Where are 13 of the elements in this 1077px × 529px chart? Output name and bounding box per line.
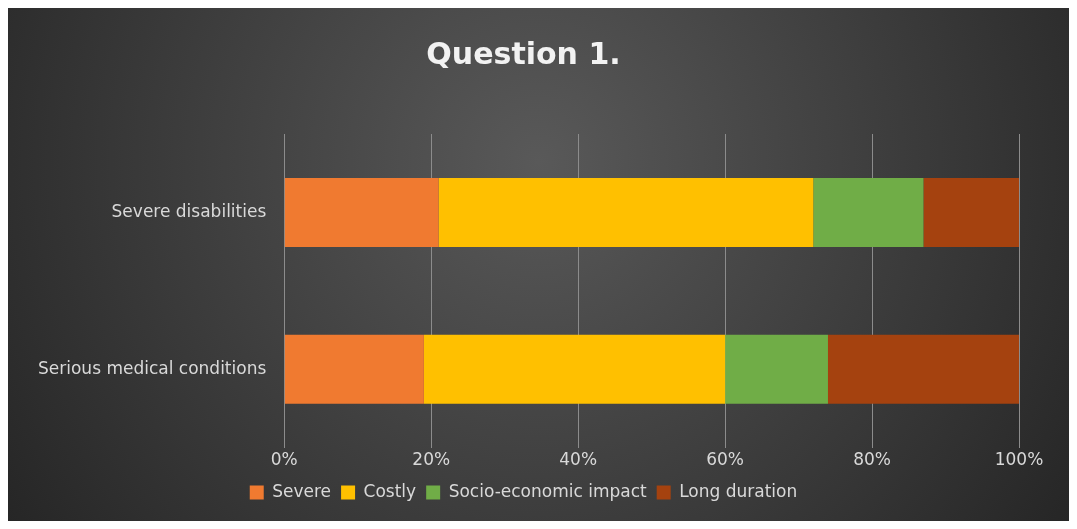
legend-label: Severe [272, 480, 332, 501]
legend-label: Socio-economic impact [448, 480, 648, 501]
y-tick-label: Serious medical conditions [38, 357, 267, 378]
x-tick-label: 40% [559, 449, 598, 470]
legend-label: Costly [363, 480, 417, 501]
y-tick-label: Severe disabilities [111, 200, 267, 221]
legend-label: Long duration [679, 480, 798, 501]
x-tick-label: 60% [706, 449, 745, 470]
x-tick-label: 0% [270, 449, 298, 470]
x-tick-label: 80% [853, 449, 891, 470]
x-tick-label: 20% [412, 449, 451, 470]
x-tick-label: 100% [994, 449, 1044, 470]
chart-title: Question 1. [426, 35, 621, 71]
